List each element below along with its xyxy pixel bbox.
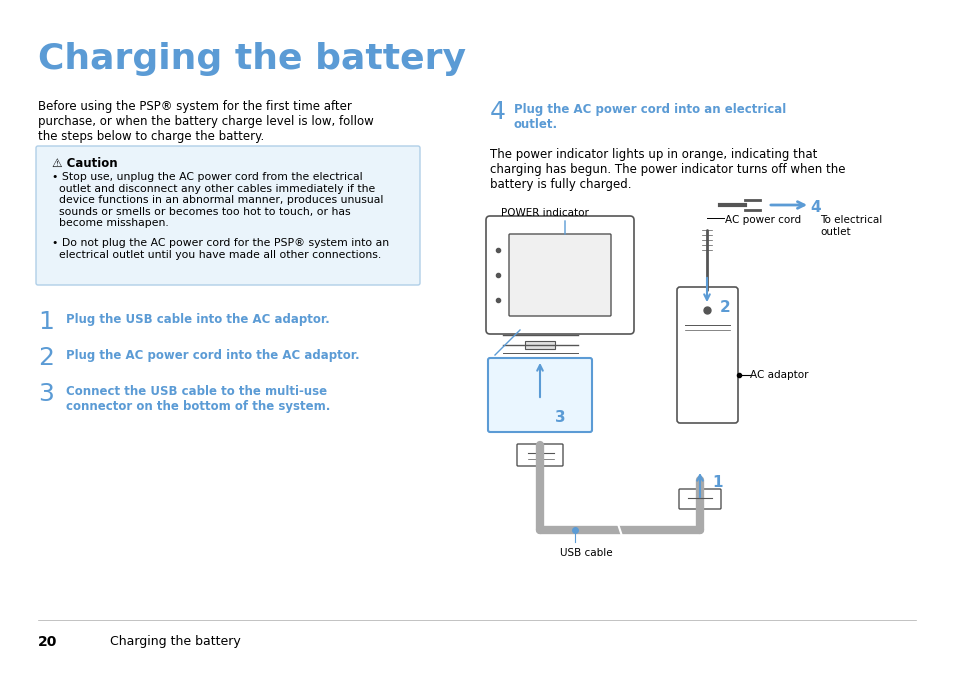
Text: 3: 3 xyxy=(555,410,565,425)
Text: ⚠ Caution: ⚠ Caution xyxy=(52,157,117,170)
Text: 20: 20 xyxy=(38,635,57,649)
Text: The power indicator lights up in orange, indicating that
charging has begun. The: The power indicator lights up in orange,… xyxy=(490,148,844,191)
Text: 1: 1 xyxy=(38,310,53,334)
FancyBboxPatch shape xyxy=(679,489,720,509)
Text: To electrical
outlet: To electrical outlet xyxy=(820,215,882,236)
Text: 2: 2 xyxy=(38,346,54,370)
FancyBboxPatch shape xyxy=(485,216,634,334)
Text: POWER indicator: POWER indicator xyxy=(500,208,588,218)
FancyBboxPatch shape xyxy=(509,234,610,316)
Bar xyxy=(524,341,555,349)
Text: USB cable: USB cable xyxy=(559,548,612,558)
Text: Connect the USB cable to the multi-use
connector on the bottom of the system.: Connect the USB cable to the multi-use c… xyxy=(66,385,330,413)
Text: • Do not plug the AC power cord for the PSP® system into an
  electrical outlet : • Do not plug the AC power cord for the … xyxy=(52,238,389,259)
Text: AC power cord: AC power cord xyxy=(724,215,801,225)
Text: 2: 2 xyxy=(720,300,730,315)
Text: Plug the USB cable into the AC adaptor.: Plug the USB cable into the AC adaptor. xyxy=(66,313,330,326)
Text: • Stop use, unplug the AC power cord from the electrical
  outlet and disconnect: • Stop use, unplug the AC power cord fro… xyxy=(52,172,383,228)
FancyBboxPatch shape xyxy=(677,287,738,423)
Text: 4: 4 xyxy=(490,100,505,124)
FancyBboxPatch shape xyxy=(36,146,419,285)
Text: AC adaptor: AC adaptor xyxy=(749,370,807,380)
FancyBboxPatch shape xyxy=(517,444,562,466)
Text: 1: 1 xyxy=(711,475,721,490)
Text: Charging the battery: Charging the battery xyxy=(38,42,465,76)
Text: 4: 4 xyxy=(809,200,820,215)
FancyBboxPatch shape xyxy=(488,358,592,432)
Text: 3: 3 xyxy=(38,382,53,406)
Text: Charging the battery: Charging the battery xyxy=(110,635,240,648)
Text: Plug the AC power cord into an electrical
outlet.: Plug the AC power cord into an electrica… xyxy=(514,103,785,131)
Text: Before using the PSP® system for the first time after
purchase, or when the batt: Before using the PSP® system for the fir… xyxy=(38,100,374,143)
Text: Plug the AC power cord into the AC adaptor.: Plug the AC power cord into the AC adapt… xyxy=(66,349,359,362)
